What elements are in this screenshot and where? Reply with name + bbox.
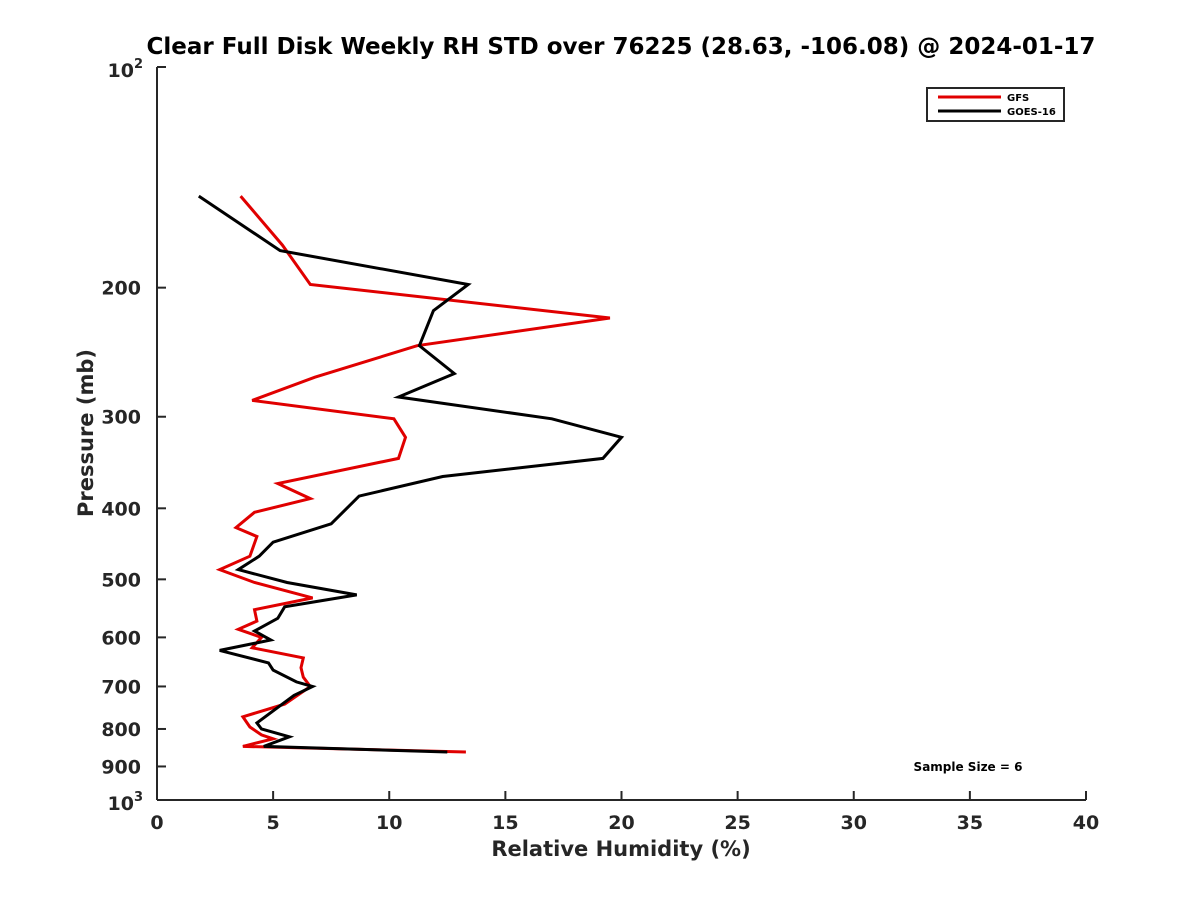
- y-axis-label: Pressure (mb): [74, 349, 98, 517]
- y-tick-label-top: 102: [108, 57, 144, 82]
- x-tick-label: 10: [376, 812, 402, 834]
- x-tick-label: 25: [724, 812, 750, 834]
- x-tick-label: 5: [267, 812, 280, 834]
- y-tick-label: 400: [101, 498, 141, 520]
- y-tick-label: 200: [101, 278, 141, 300]
- x-tick-label: 30: [841, 812, 867, 834]
- series-line-goes-16: [197, 194, 625, 754]
- legend-label: GOES-16: [1007, 107, 1056, 118]
- y-tick-label: 500: [101, 569, 141, 591]
- y-tick-label: 700: [101, 676, 141, 698]
- x-tick-label: 20: [608, 812, 634, 834]
- x-tick-label: 40: [1073, 812, 1099, 834]
- y-tick-label: 900: [101, 756, 141, 778]
- legend-label: GFS: [1007, 93, 1029, 104]
- legend: GFS GOES-16: [926, 87, 1065, 122]
- x-tick-label: 0: [150, 812, 163, 834]
- y-tick-label-bottom: 103: [108, 790, 144, 815]
- x-tick-label: 35: [957, 812, 983, 834]
- chart-title: Clear Full Disk Weekly RH STD over 76225…: [147, 34, 1096, 60]
- x-axis-label: Relative Humidity (%): [491, 837, 750, 861]
- plot-area: [197, 194, 625, 754]
- axes: 0 5 10 15 20 25 30 35 40 200 300 400 500 600 700 800 900…: [101, 57, 1099, 834]
- y-tick-label: 300: [101, 407, 141, 429]
- y-tick-label: 600: [101, 627, 141, 649]
- legend-box: [926, 87, 1065, 122]
- sample-size-annotation: Sample Size = 6: [914, 760, 1023, 774]
- y-tick-label: 800: [101, 719, 141, 741]
- series-line-gfs: [215, 195, 611, 754]
- x-tick-label: 15: [492, 812, 518, 834]
